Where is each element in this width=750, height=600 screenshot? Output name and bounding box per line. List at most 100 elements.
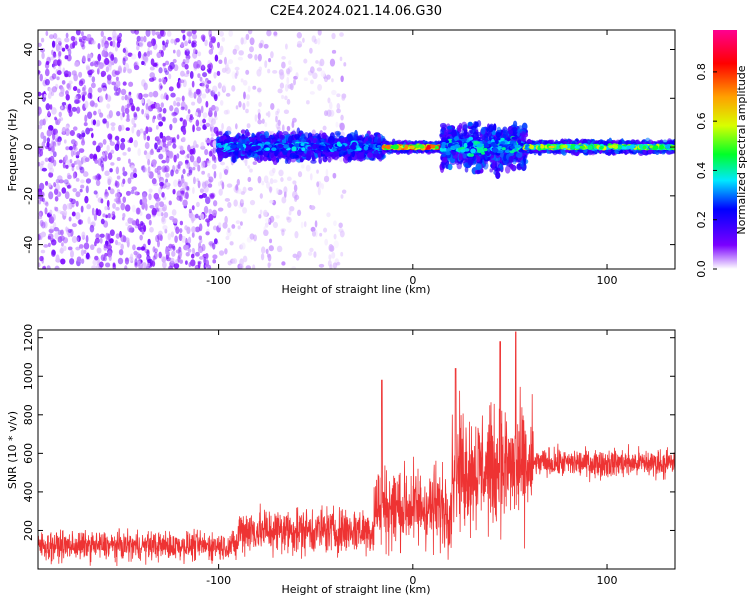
- heatmap-cell: [67, 184, 72, 189]
- heatmap-cell: [172, 117, 178, 124]
- heatmap-cell: [281, 229, 285, 237]
- heatmap-cell: [75, 165, 80, 171]
- heatmap-cell: [40, 131, 45, 139]
- heatmap-cell: [317, 187, 321, 196]
- heatmap-cell: [196, 63, 201, 69]
- heatmap-cell: [212, 259, 217, 264]
- heatmap-cell: [92, 140, 97, 146]
- heatmap-cell: [116, 241, 122, 246]
- heatmap-cell: [171, 111, 177, 117]
- heatmap-cell: [48, 172, 54, 178]
- heatmap-cell: [170, 257, 175, 264]
- heatmap-cell: [50, 239, 57, 246]
- heatmap-cell: [167, 140, 172, 146]
- heatmap-cell: [175, 226, 180, 235]
- heatmap-cell: [302, 37, 305, 43]
- heatmap-cell: [52, 213, 56, 221]
- heatmap-cell: [148, 219, 152, 226]
- heatmap-cell: [100, 70, 107, 77]
- heatmap-cell: [237, 188, 242, 195]
- heatmap-cell: [215, 130, 219, 137]
- heatmap-cell: [178, 233, 183, 241]
- heatmap-cell: [145, 108, 150, 117]
- heatmap-cell: [285, 68, 291, 75]
- heatmap-cell: [289, 205, 295, 212]
- heatmap-cell: [88, 127, 94, 132]
- heatmap-cell: [39, 255, 44, 262]
- heatmap-cell: [149, 128, 153, 133]
- heatmap-cell: [181, 235, 187, 243]
- heatmap-cell: [272, 69, 278, 74]
- heatmap-cell: [164, 247, 170, 256]
- heatmap-cell: [87, 58, 91, 62]
- heatmap-cell: [192, 186, 195, 194]
- heatmap-cell: [63, 179, 69, 185]
- heatmap-cell: [222, 83, 227, 91]
- heatmap-cell: [120, 112, 123, 121]
- heatmap-cell: [325, 168, 329, 177]
- heatmap-cell: [129, 172, 135, 180]
- heatmap-cell: [61, 47, 66, 52]
- heatmap-cell: [152, 90, 159, 98]
- heatmap-cell: [144, 56, 149, 62]
- heatmap-cell: [102, 139, 107, 145]
- heatmap-cell: [284, 158, 289, 164]
- heatmap-cell: [333, 220, 337, 227]
- heatmap-cell: [208, 107, 213, 114]
- heatmap-cell: [51, 107, 57, 115]
- heatmap-cell: [60, 247, 64, 254]
- heatmap-cell: [309, 91, 315, 95]
- heatmap-cell: [67, 246, 73, 251]
- heatmap-cell: [76, 151, 81, 156]
- heatmap-cell: [185, 57, 190, 64]
- heatmap-cell: [172, 188, 176, 195]
- heatmap-cell: [320, 183, 324, 190]
- heatmap-cell: [97, 142, 104, 149]
- heatmap-cell: [52, 59, 59, 67]
- heatmap-cell: [347, 156, 352, 163]
- heatmap-cell: [329, 58, 336, 67]
- heatmap-cell: [100, 198, 104, 204]
- heatmap-cell: [303, 77, 308, 82]
- heatmap-cell: [173, 38, 178, 46]
- heatmap-cell: [136, 35, 141, 42]
- heatmap-cell: [101, 163, 105, 172]
- heatmap-cell: [184, 181, 189, 187]
- heatmap-cell: [80, 40, 85, 48]
- heatmap-cell: [180, 106, 185, 111]
- heatmap-cell: [199, 256, 204, 260]
- heatmap-cell: [327, 156, 332, 163]
- heatmap-cell: [128, 81, 134, 87]
- heatmap-cell: [258, 66, 263, 72]
- heatmap-cell: [89, 224, 95, 233]
- heatmap-cell: [434, 145, 439, 150]
- heatmap-cell: [130, 165, 135, 171]
- heatmap-cell: [366, 152, 373, 159]
- heatmap-cell: [143, 51, 147, 57]
- heatmap-cell: [198, 242, 202, 249]
- heatmap-cell: [189, 148, 194, 155]
- heatmap-cell: [197, 51, 202, 57]
- heatmap-cell: [317, 37, 321, 45]
- heatmap-cell: [221, 85, 227, 93]
- heatmap-cell: [70, 250, 74, 258]
- heatmap-cell: [263, 43, 269, 49]
- heatmap-cell: [265, 112, 270, 117]
- heatmap-cell: [41, 221, 46, 229]
- heatmap-cell: [211, 163, 217, 170]
- heatmap-cell: [111, 211, 116, 217]
- heatmap-cell: [58, 50, 62, 57]
- heatmap-cell: [75, 177, 80, 182]
- heatmap-cell: [271, 147, 277, 152]
- heatmap-cell: [78, 71, 83, 78]
- heatmap-cell: [341, 189, 347, 194]
- heatmap-cell: [196, 126, 202, 132]
- heatmap-cell: [242, 186, 247, 194]
- heatmap-cell: [73, 150, 76, 156]
- heatmap-cell: [122, 212, 126, 219]
- heatmap-cell: [316, 67, 323, 72]
- heatmap-cell: [179, 228, 183, 234]
- heatmap-cell: [200, 34, 206, 41]
- heatmap-cell: [109, 238, 114, 244]
- heatmap-cell: [149, 50, 153, 55]
